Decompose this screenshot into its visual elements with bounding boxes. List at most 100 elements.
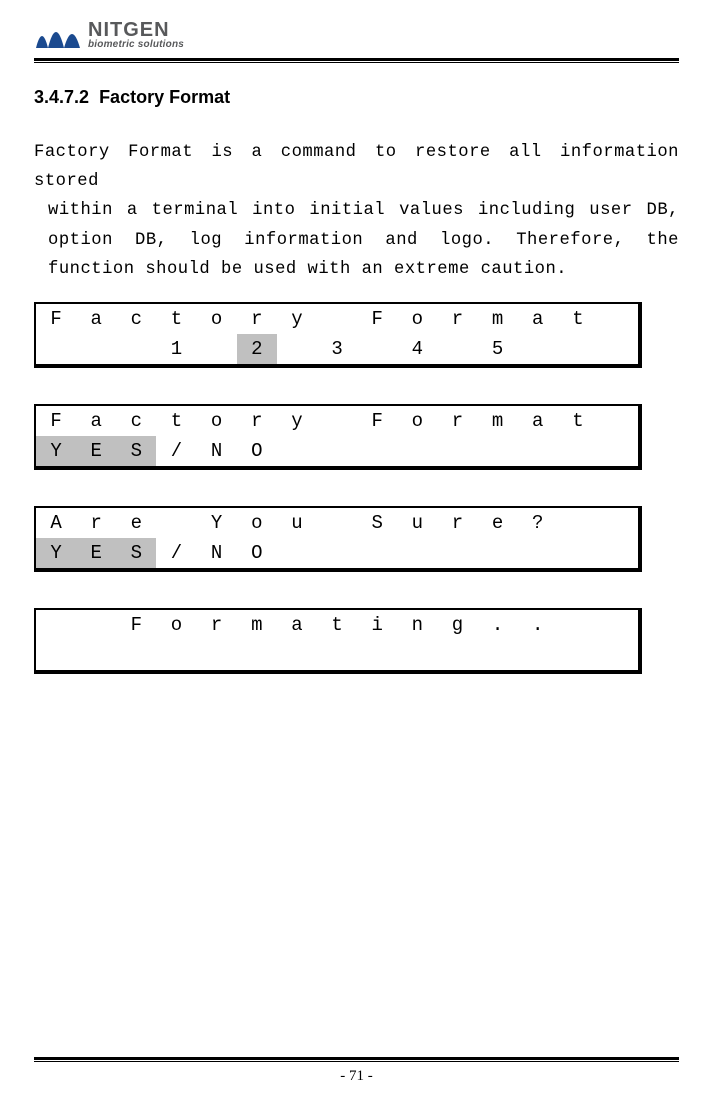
lcd-cell — [558, 334, 598, 364]
lcd-cell: E — [76, 436, 116, 466]
section-name: Factory Format — [99, 87, 230, 107]
lcd-cell: y — [277, 304, 317, 334]
lcd-cell: 4 — [397, 334, 437, 364]
lcd-cell: a — [76, 304, 116, 334]
lcd-cell — [598, 508, 638, 538]
lcd-cell — [317, 640, 357, 670]
lcd-cell — [317, 304, 357, 334]
lcd-cell: r — [76, 508, 116, 538]
lcd-cell: n — [397, 610, 437, 640]
lcd-cell: o — [197, 304, 237, 334]
lcd-cell — [116, 640, 156, 670]
lcd-cell — [478, 538, 518, 568]
lcd-cell — [317, 436, 357, 466]
lcd-cell — [598, 640, 638, 670]
lcd-row: FactoryFormat — [36, 304, 638, 334]
lcd-cell — [116, 334, 156, 364]
lcd-cell: t — [156, 304, 196, 334]
lcd-cell — [237, 640, 277, 670]
lcd-cell: N — [197, 538, 237, 568]
para-rest: within a terminal into initial values in… — [34, 196, 679, 284]
lcd-cell: 1 — [156, 334, 196, 364]
lcd-cell: 5 — [478, 334, 518, 364]
lcd-cell — [518, 538, 558, 568]
lcd-cell: o — [197, 406, 237, 436]
lcd-cell: F — [357, 304, 397, 334]
lcd-cell: S — [357, 508, 397, 538]
logo-text: NITGEN biometric solutions — [88, 20, 184, 50]
lcd-cell — [76, 610, 116, 640]
lcd-cell — [598, 406, 638, 436]
footer-rule-thick — [34, 1057, 679, 1060]
lcd-cell — [357, 538, 397, 568]
lcd-cell: r — [437, 508, 477, 538]
lcd-cell — [518, 334, 558, 364]
lcd-cell — [277, 436, 317, 466]
section-number: 3.4.7.2 — [34, 87, 89, 107]
lcd-cell — [197, 640, 237, 670]
lcd-cell: A — [36, 508, 76, 538]
lcd-cell: 2 — [237, 334, 277, 364]
lcd-cell: y — [277, 406, 317, 436]
lcd-cell — [558, 538, 598, 568]
lcd-screen: Formating.. — [34, 608, 642, 674]
lcd-cell: N — [197, 436, 237, 466]
footer-rule-thin — [34, 1061, 679, 1062]
lcd-cell — [397, 640, 437, 670]
lcd-cell: Y — [197, 508, 237, 538]
lcd-cell — [598, 610, 638, 640]
lcd-cell — [156, 508, 196, 538]
lcd-cell — [598, 538, 638, 568]
lcd-cell — [357, 334, 397, 364]
lcd-cell — [478, 436, 518, 466]
lcd-cell — [397, 538, 437, 568]
lcd-cell: r — [237, 406, 277, 436]
lcd-cell — [478, 640, 518, 670]
lcd-cell — [197, 334, 237, 364]
lcd-cell: o — [397, 304, 437, 334]
lcd-cell — [558, 508, 598, 538]
lcd-cell — [156, 640, 196, 670]
lcd-cell: o — [397, 406, 437, 436]
lcd-cell — [437, 436, 477, 466]
lcd-cell: F — [116, 610, 156, 640]
lcd-cell: t — [558, 304, 598, 334]
lcd-cell: Y — [36, 538, 76, 568]
lcd-row: Formating.. — [36, 610, 638, 640]
lcd-cell: c — [116, 406, 156, 436]
lcd-cell: u — [397, 508, 437, 538]
lcd-cell: ? — [518, 508, 558, 538]
lcd-cell — [76, 334, 116, 364]
lcd-cell: Y — [36, 436, 76, 466]
lcd-cell: a — [518, 304, 558, 334]
lcd-cell: F — [357, 406, 397, 436]
lcd-screen: FactoryFormat12345 — [34, 302, 642, 368]
lcd-cell — [277, 334, 317, 364]
lcd-cell — [598, 304, 638, 334]
lcd-cell: F — [36, 406, 76, 436]
lcd-cell: S — [116, 538, 156, 568]
lcd-cell: g — [437, 610, 477, 640]
logo-sub: biometric solutions — [88, 40, 184, 50]
lcd-cell — [437, 538, 477, 568]
lcd-cell: O — [237, 436, 277, 466]
logo-main: NITGEN — [88, 20, 184, 40]
lcd-cell — [518, 436, 558, 466]
lcd-cell — [317, 508, 357, 538]
lcd-cell: o — [156, 610, 196, 640]
header-rule-thick — [34, 58, 679, 61]
lcd-screen: AreYouSure?YES/NO — [34, 506, 642, 572]
lcd-row: YES/NO — [36, 538, 638, 568]
lcd-cell: t — [156, 406, 196, 436]
lcd-cell: e — [478, 508, 518, 538]
lcd-cell: . — [478, 610, 518, 640]
lcd-cell: S — [116, 436, 156, 466]
lcd-cell — [36, 334, 76, 364]
lcd-cell: t — [317, 610, 357, 640]
lcd-screen: FactoryFormatYES/NO — [34, 404, 642, 470]
lcd-cell: m — [478, 406, 518, 436]
lcd-cell: o — [237, 508, 277, 538]
lcd-cell — [277, 640, 317, 670]
lcd-row: 12345 — [36, 334, 638, 364]
lcd-cell — [277, 538, 317, 568]
